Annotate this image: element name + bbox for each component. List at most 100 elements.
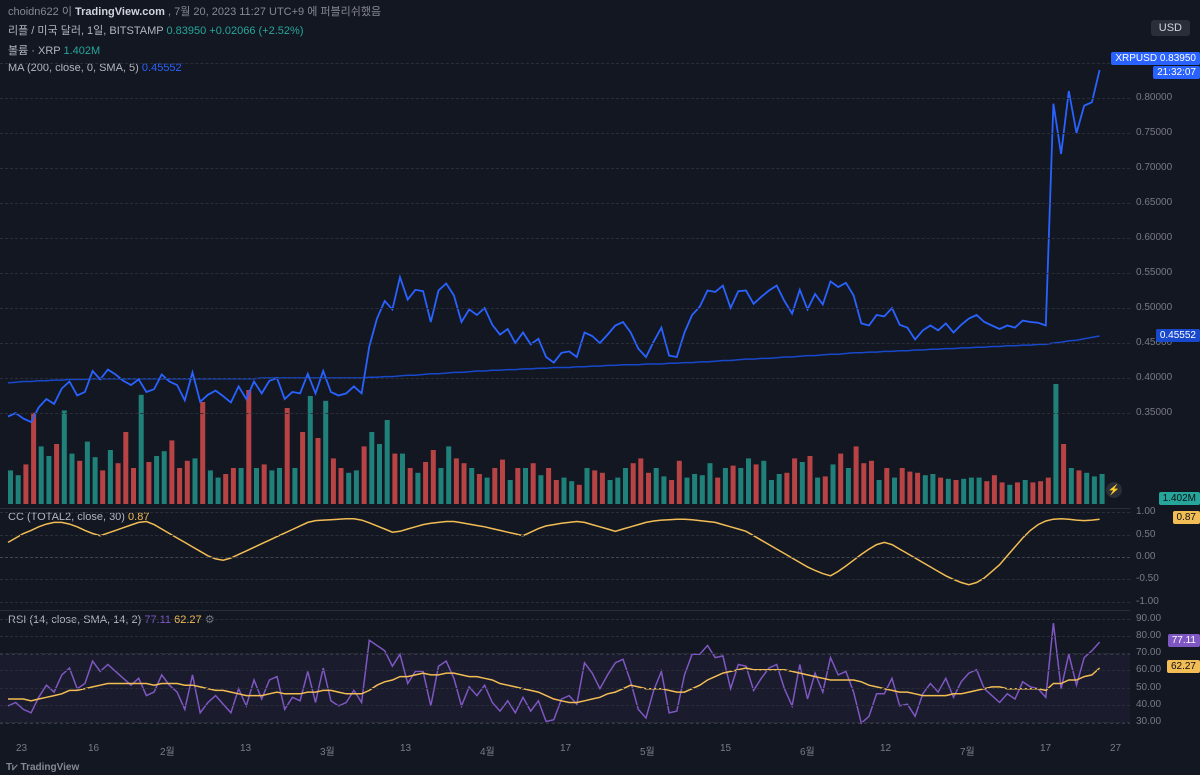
volume-bar bbox=[907, 472, 912, 504]
price-tick: 0.60000 bbox=[1136, 232, 1172, 243]
volume-bar bbox=[1038, 481, 1043, 504]
volume-bar bbox=[62, 410, 67, 504]
rsi-scale[interactable]: 90.0080.0070.0060.0050.0040.0030.00 bbox=[1130, 610, 1200, 736]
volume-bar bbox=[1046, 478, 1051, 504]
time-tick: 7월 bbox=[960, 743, 975, 758]
volume-bar bbox=[246, 390, 251, 504]
volume-bar bbox=[262, 464, 267, 504]
rsi-sma-tag: 62.27 bbox=[1167, 660, 1200, 673]
volume-bar bbox=[46, 456, 51, 504]
volume-bar bbox=[769, 480, 774, 504]
scale-currency-button[interactable]: USD bbox=[1151, 20, 1190, 36]
price-svg bbox=[0, 56, 1130, 504]
volume-bar bbox=[746, 458, 751, 504]
volume-bar bbox=[8, 470, 13, 504]
volume-bar bbox=[646, 473, 651, 504]
volume-bar bbox=[116, 463, 121, 504]
volume-bar bbox=[969, 478, 974, 504]
volume-bar bbox=[231, 468, 236, 504]
footer-logo: T⩗ TradingView bbox=[6, 762, 79, 773]
volume-bar bbox=[108, 450, 113, 504]
user: choidn622 bbox=[8, 6, 59, 18]
volume-bar bbox=[362, 446, 367, 504]
cc-tick: -1.00 bbox=[1136, 596, 1159, 607]
suffix: 에 퍼블리쉬했음 bbox=[307, 6, 381, 18]
volume-bar bbox=[984, 481, 989, 504]
volume-bar bbox=[1053, 384, 1058, 504]
time-tick: 15 bbox=[720, 743, 731, 754]
volume-bar bbox=[562, 478, 567, 504]
volume-bar bbox=[23, 464, 28, 504]
volume-bar bbox=[777, 474, 782, 504]
volume-bar bbox=[930, 474, 935, 504]
volume-bar bbox=[523, 468, 528, 504]
volume-bar bbox=[146, 462, 151, 504]
symbol-name: 리플 / 미국 달러, 1일, BITSTAMP bbox=[8, 25, 163, 37]
volume-bar bbox=[900, 468, 905, 504]
volume-bar bbox=[1015, 482, 1020, 504]
volume-tag: 1.402M bbox=[1159, 492, 1200, 505]
volume-bar bbox=[1007, 485, 1012, 504]
volume-bar bbox=[385, 420, 390, 504]
volume-bar bbox=[731, 466, 736, 504]
rsi-indicator-panel[interactable]: RSI (14, close, SMA, 14, 2) 77.11 62.27 … bbox=[0, 610, 1130, 736]
price-tick: 0.35000 bbox=[1136, 407, 1172, 418]
volume-bar bbox=[923, 475, 928, 504]
volume-bar bbox=[708, 463, 713, 504]
symbol-legend[interactable]: 리플 / 미국 달러, 1일, BITSTAMP 0.83950 +0.0206… bbox=[0, 20, 1200, 40]
bolt-icon[interactable]: ⚡ bbox=[1106, 482, 1122, 498]
volume-bar bbox=[723, 468, 728, 504]
volume-bar bbox=[346, 473, 351, 504]
cc-line bbox=[8, 519, 1100, 585]
volume-bar bbox=[500, 460, 505, 504]
time-axis[interactable]: 23162월133월134월175월156월127월1727 bbox=[0, 741, 1130, 759]
price-tick: 0.70000 bbox=[1136, 162, 1172, 173]
volume-bar bbox=[700, 475, 705, 504]
price-tick: 0.75000 bbox=[1136, 127, 1172, 138]
volume-bar bbox=[423, 462, 428, 504]
price-tick: 0.80000 bbox=[1136, 92, 1172, 103]
volume-bar bbox=[961, 479, 966, 504]
volume-bar bbox=[485, 478, 490, 504]
rsi-v2: 62.27 bbox=[174, 614, 202, 626]
volume-bar bbox=[285, 408, 290, 504]
volume-bar bbox=[1030, 482, 1035, 504]
volume-bar bbox=[208, 470, 213, 504]
volume-bar bbox=[139, 395, 144, 504]
time-tag: 21:32:07 bbox=[1153, 66, 1200, 79]
time-tick: 5월 bbox=[640, 743, 655, 758]
price-chart-panel[interactable] bbox=[0, 56, 1130, 504]
time-tick: 13 bbox=[400, 743, 411, 754]
volume-bar bbox=[515, 468, 520, 504]
cc-tick: -0.50 bbox=[1136, 573, 1159, 584]
volume-bar bbox=[754, 464, 759, 504]
volume-bar bbox=[462, 463, 467, 504]
time-tick: 17 bbox=[560, 743, 571, 754]
volume-bar bbox=[977, 478, 982, 504]
volume-bar bbox=[85, 442, 90, 504]
volume-bar bbox=[1077, 470, 1082, 504]
volume-bar bbox=[300, 432, 305, 504]
volume-bar bbox=[439, 468, 444, 504]
volume-bar bbox=[339, 468, 344, 504]
volume-bar bbox=[193, 458, 198, 504]
volume-bar bbox=[77, 461, 82, 504]
volume-bar bbox=[469, 468, 474, 504]
rsi-tick: 70.00 bbox=[1136, 647, 1161, 658]
volume-bar bbox=[354, 470, 359, 504]
volume-bar bbox=[1092, 476, 1097, 504]
volume-bar bbox=[838, 454, 843, 504]
price-tick: 0.40000 bbox=[1136, 372, 1172, 383]
rsi-svg bbox=[0, 611, 1130, 737]
price-scale[interactable]: 0.850000.800000.750000.700000.650000.600… bbox=[1130, 56, 1200, 504]
volume-bar bbox=[884, 468, 889, 504]
rsi-tick: 90.00 bbox=[1136, 613, 1161, 624]
volume-bar bbox=[408, 468, 413, 504]
volume-bar bbox=[31, 413, 36, 504]
rsi-label: RSI (14, close, SMA, 14, 2) bbox=[8, 614, 141, 626]
volume-bar bbox=[738, 468, 743, 504]
volume-bar bbox=[654, 468, 659, 504]
volume-bar bbox=[492, 468, 497, 504]
cc-tick: 0.00 bbox=[1136, 551, 1155, 562]
time-tick: 27 bbox=[1110, 743, 1121, 754]
